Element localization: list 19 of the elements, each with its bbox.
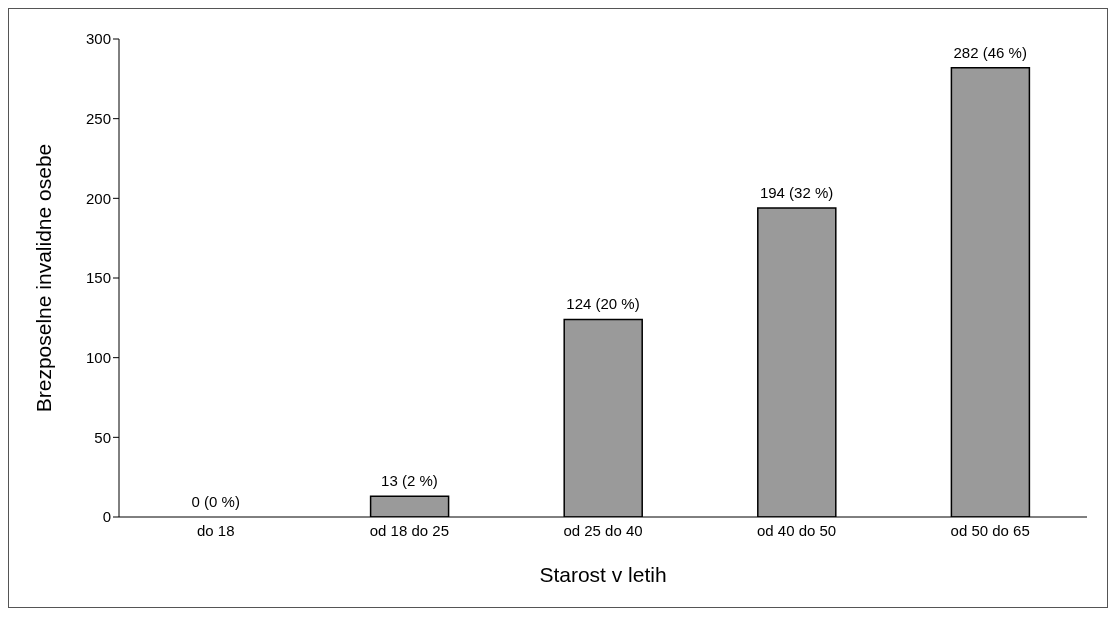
data-label: 13 (2 %) — [381, 472, 438, 490]
y-axis-title: Brezposelne invalidne osebe — [32, 143, 56, 413]
y-tick-label: 300 — [85, 30, 111, 48]
y-tick-label: 100 — [85, 348, 111, 366]
x-tick-label: od 18 do 25 — [369, 521, 450, 539]
x-tick-label: od 50 do 65 — [950, 521, 1030, 539]
data-label: 282 (46 %) — [953, 43, 1027, 61]
y-tick-label: 200 — [85, 189, 111, 207]
data-label: 194 (32 %) — [759, 183, 834, 201]
x-tick-label: od 40 do 50 — [756, 521, 837, 539]
y-tick-label: 150 — [85, 269, 111, 287]
y-tick-label: 250 — [85, 109, 111, 127]
x-tick-label: od 25 do 40 — [563, 521, 643, 539]
data-label: 0 (0 %) — [191, 493, 240, 510]
y-tick-label: 0 — [102, 508, 111, 526]
x-tick-label: do 18 — [197, 521, 235, 539]
data-label: 124 (20 %) — [566, 295, 640, 313]
x-axis-title: Starost v letih — [539, 563, 667, 586]
y-tick-label: 50 — [94, 428, 111, 446]
